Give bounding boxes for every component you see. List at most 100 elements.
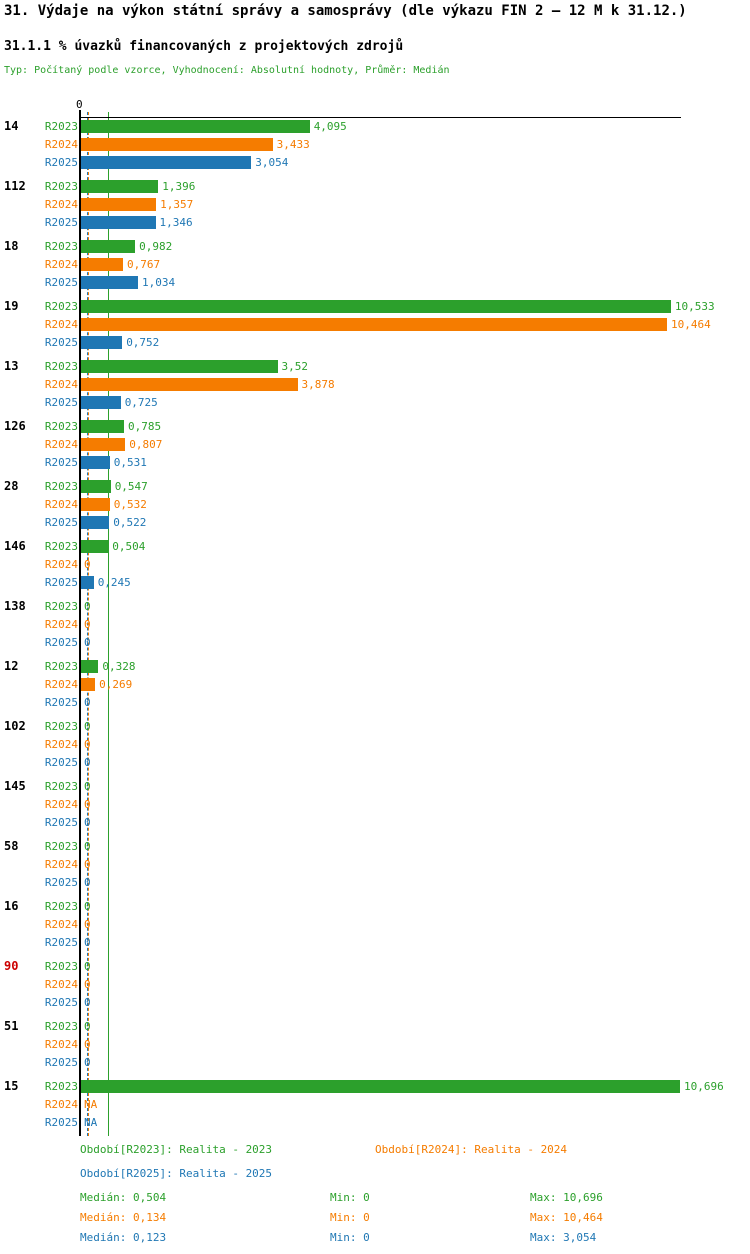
bar-value: 0 (84, 600, 91, 613)
group-label: 112 (4, 179, 26, 193)
series-label: R2023 (44, 120, 78, 133)
bar (80, 1080, 680, 1093)
bar (80, 498, 110, 511)
bar (80, 516, 110, 529)
series-label: R2023 (44, 600, 78, 613)
series-label: R2024 (44, 678, 78, 691)
bar-value: 0,328 (102, 660, 136, 673)
group-label: 90 (4, 959, 19, 973)
series-label: R2025 (44, 816, 78, 829)
series-label: R2024 (44, 858, 78, 871)
series-label: R2025 (44, 1116, 78, 1129)
series-label: R2024 (44, 798, 78, 811)
bar-value: NA (84, 1098, 98, 1111)
bar-value: 0 (84, 636, 91, 649)
bar-value: 0 (84, 720, 91, 733)
group-label: 145 (4, 779, 26, 793)
bar-value: 0 (84, 696, 91, 709)
series-label: R2025 (44, 516, 78, 529)
bar-value: 10,696 (684, 1080, 724, 1093)
group-label: 138 (4, 599, 26, 613)
bar-value: 3,52 (281, 360, 309, 373)
bar (80, 576, 94, 589)
bar (80, 240, 136, 253)
bar-value: 10,533 (674, 300, 715, 313)
bar-value: 1,396 (162, 180, 196, 193)
stat-min-r2024: Min: 0 (330, 1211, 370, 1224)
legend-r2024: Období[R2024]: Realita - 2024 (375, 1143, 568, 1156)
bar (80, 258, 123, 271)
legend-r2025: Období[R2025]: Realita - 2025 (80, 1167, 273, 1180)
bar-value: 0 (84, 738, 91, 751)
bar-value: 0,532 (113, 498, 147, 511)
series-label: R2023 (44, 180, 78, 193)
series-label: R2023 (44, 420, 78, 433)
bar-value: 0 (84, 618, 91, 631)
bar-value: 0 (84, 876, 91, 889)
bar (80, 198, 157, 211)
median-line-r2023 (108, 112, 110, 1136)
stat-min-r2025: Min: 0 (330, 1231, 370, 1244)
series-label: R2023 (44, 360, 78, 373)
bar (80, 120, 310, 133)
bar-value: 0 (84, 936, 91, 949)
bar-value: 0,725 (124, 396, 158, 409)
series-label: R2025 (44, 996, 78, 1009)
median-line-r2024 (87, 112, 89, 1136)
bar-value: 0,522 (113, 516, 147, 529)
bar-value: 0 (84, 900, 91, 913)
bar-value: 10,464 (671, 318, 711, 331)
bar (80, 300, 671, 313)
bar (80, 678, 96, 691)
series-label: R2024 (44, 318, 78, 331)
series-label: R2024 (44, 198, 78, 211)
series-label: R2023 (44, 960, 78, 973)
series-label: R2023 (44, 840, 78, 853)
chart-meta: Typ: Počítaný podle vzorce, Vyhodnocení:… (4, 65, 450, 76)
stat-median-r2025: Medián: 0,123 (80, 1231, 167, 1244)
series-label: R2025 (44, 156, 78, 169)
bar-value: 0,767 (127, 258, 161, 271)
bar-value: 0,269 (99, 678, 133, 691)
stat-max-r2025: Max: 3,054 (530, 1231, 597, 1244)
legend-r2023: Období[R2023]: Realita - 2023 (80, 1143, 273, 1156)
bar-value: 0,245 (97, 576, 131, 589)
bar-value: 0 (84, 780, 91, 793)
series-label: R2023 (44, 540, 78, 553)
bar-value: 0 (84, 840, 91, 853)
y-axis-line (79, 110, 81, 1136)
series-label: R2025 (44, 276, 78, 289)
series-label: R2025 (44, 756, 78, 769)
bar (80, 378, 298, 391)
series-label: R2023 (44, 780, 78, 793)
bar (80, 396, 121, 409)
series-label: R2024 (44, 918, 78, 931)
bar-value: 0 (84, 960, 91, 973)
series-label: R2023 (44, 300, 78, 313)
series-label: R2024 (44, 738, 78, 751)
bar-value: 0 (84, 798, 91, 811)
bar-value: 3,054 (255, 156, 289, 169)
bar-value: 3,433 (276, 138, 310, 151)
group-label: 28 (4, 479, 19, 493)
bar-value: 0 (84, 978, 91, 991)
stat-median-r2023: Medián: 0,504 (80, 1191, 167, 1204)
group-label: 12 (4, 659, 19, 673)
bar-value: 0 (84, 1038, 91, 1051)
bar (80, 360, 278, 373)
group-label: 13 (4, 359, 19, 373)
series-label: R2024 (44, 378, 78, 391)
series-label: R2025 (44, 576, 78, 589)
series-label: R2025 (44, 876, 78, 889)
series-label: R2025 (44, 456, 78, 469)
bar-value: 4,095 (313, 120, 347, 133)
stat-median-r2024: Medián: 0,134 (80, 1211, 167, 1224)
group-label: 58 (4, 839, 19, 853)
series-label: R2023 (44, 660, 78, 673)
group-label: 19 (4, 299, 19, 313)
series-label: R2025 (44, 696, 78, 709)
bar-value: 1,034 (142, 276, 176, 289)
series-label: R2023 (44, 1020, 78, 1033)
group-label: 51 (4, 1019, 19, 1033)
